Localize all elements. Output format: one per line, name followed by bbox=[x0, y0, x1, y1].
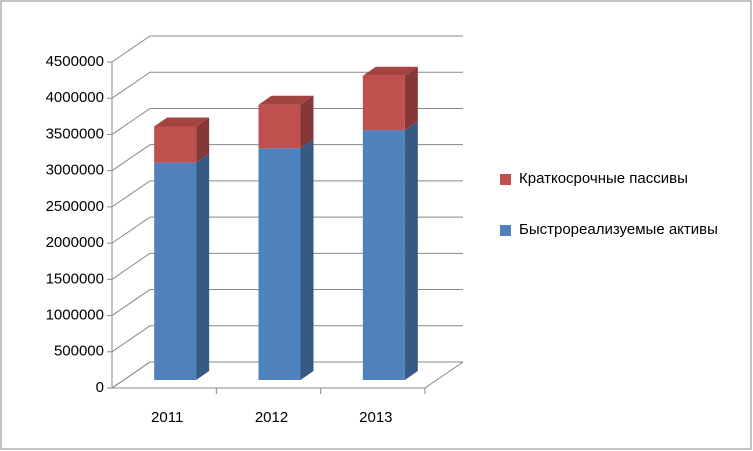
y-tick-label: 0 bbox=[96, 379, 104, 396]
bar-top bbox=[154, 117, 210, 127]
bar-top bbox=[258, 95, 314, 105]
x-tick-label: 2013 bbox=[359, 409, 392, 426]
bar-top bbox=[362, 66, 418, 76]
y-tick-label: 500000 bbox=[54, 343, 104, 360]
legend-item: Краткосрочные пассивы bbox=[500, 170, 730, 187]
bar-segment bbox=[362, 75, 405, 131]
bar-segment bbox=[258, 148, 301, 380]
grid-line bbox=[111, 107, 463, 135]
bar-segment bbox=[258, 104, 301, 149]
bar-segment bbox=[362, 130, 405, 380]
bar-side bbox=[196, 153, 210, 380]
grid-line bbox=[111, 144, 463, 172]
bar-segment bbox=[154, 162, 197, 380]
legend: Краткосрочные пассивы Быстрореализуемые а… bbox=[500, 170, 730, 272]
grid-line bbox=[111, 325, 463, 353]
bar-side bbox=[300, 95, 314, 149]
bar-side bbox=[300, 139, 314, 380]
grid-line bbox=[111, 71, 463, 99]
legend-item: Быстрореализуемые активы bbox=[500, 221, 730, 238]
legend-label: Краткосрочные пассивы bbox=[519, 170, 688, 187]
y-tick-label: 1000000 bbox=[46, 307, 104, 324]
grid-line bbox=[111, 35, 463, 63]
legend-label: Быстрореализуемые активы bbox=[519, 221, 718, 238]
y-tick-label: 3000000 bbox=[46, 162, 104, 179]
bar-side bbox=[404, 66, 418, 131]
bar-side bbox=[196, 117, 210, 163]
y-tick-label: 2500000 bbox=[46, 198, 104, 215]
y-tick-label: 3500000 bbox=[46, 125, 104, 142]
y-tick-label: 4500000 bbox=[46, 53, 104, 70]
grid-line bbox=[111, 180, 463, 208]
grid-line bbox=[111, 289, 463, 316]
x-tick-label: 2011 bbox=[151, 409, 183, 426]
bar-side bbox=[404, 121, 418, 381]
legend-swatch bbox=[500, 174, 511, 185]
bar-segment bbox=[154, 126, 197, 163]
y-tick-label: 1500000 bbox=[46, 270, 104, 287]
x-tick-label: 2012 bbox=[255, 409, 288, 426]
y-tick-label: 4000000 bbox=[46, 89, 104, 106]
y-tick-label: 2000000 bbox=[46, 234, 104, 251]
grid-line bbox=[111, 216, 463, 244]
grid-line bbox=[111, 361, 463, 389]
grid-line bbox=[111, 252, 463, 280]
legend-swatch bbox=[500, 225, 511, 236]
wall-edge bbox=[111, 62, 464, 389]
